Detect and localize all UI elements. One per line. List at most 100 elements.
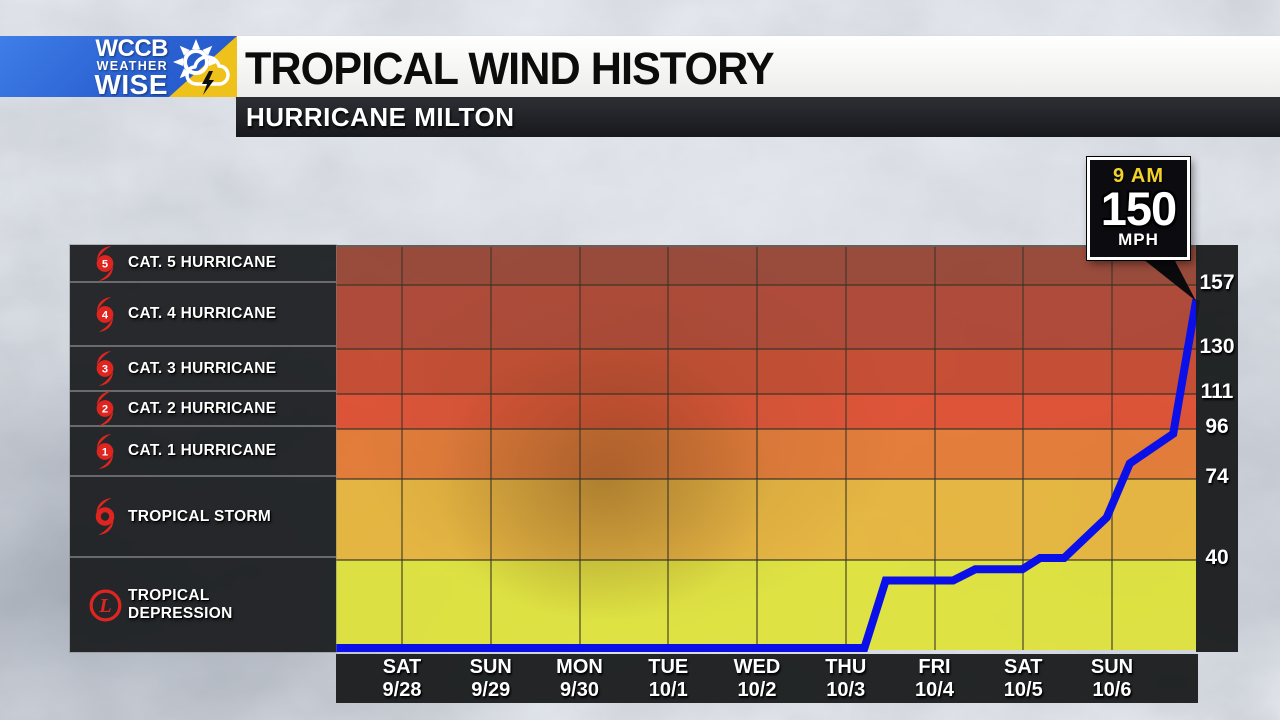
y-axis-value-label: 74 <box>1205 465 1229 488</box>
y-axis-value-label: 40 <box>1205 546 1229 569</box>
x-axis-day-label: FRI 10/4 <box>891 656 979 702</box>
category-legend-panel: 5 CAT. 5 HURRICANE 4 CAT. 4 HURRICANE 3 CAT. … <box>70 245 336 652</box>
gridline-vertical <box>489 247 492 650</box>
svg-text:3: 3 <box>102 363 108 375</box>
legend-label-cat5: CAT. 5 HURRICANE <box>128 254 277 271</box>
legend-label-tropical-depression: TROPICAL DEPRESSION <box>128 587 233 622</box>
legend-icon-box: 3 <box>82 351 128 386</box>
wind-chart-plot-area <box>336 245 1196 650</box>
subtitle-bar: HURRICANE MILTON <box>236 97 1280 137</box>
gridline-horizontal <box>336 348 1196 350</box>
hurricane-cat-1-icon: 1 <box>96 433 114 469</box>
legend-label-cat2: CAT. 2 HURRICANE <box>128 399 277 417</box>
day-date: 9/28 <box>382 679 422 701</box>
logo-line-weather: WEATHER <box>96 59 168 73</box>
legend-row-cat4: 4 CAT. 4 HURRICANE <box>70 283 336 347</box>
x-axis-day-label: MON 9/30 <box>536 656 624 702</box>
day-name: MON <box>556 656 603 678</box>
tropical-storm-icon <box>95 498 115 535</box>
day-name: SAT <box>382 656 422 678</box>
logo-text: WCCB WEATHER WISE <box>46 35 168 100</box>
gridline-vertical <box>844 247 847 650</box>
callout-unit: MPH <box>1118 230 1159 249</box>
gridline-horizontal <box>336 284 1196 286</box>
svg-text:2: 2 <box>102 403 108 415</box>
x-axis-day-label: WED 10/2 <box>713 656 801 702</box>
x-axis-day-label: SUN 10/6 <box>1068 656 1156 702</box>
day-date: 10/1 <box>648 679 688 701</box>
page-title: TROPICAL WIND HISTORY <box>245 43 775 94</box>
svg-text:1: 1 <box>102 446 108 458</box>
hurricane-cat-5-icon: 5 <box>96 245 114 281</box>
y-axis-value-label: 130 <box>1199 335 1235 358</box>
hurricane-cat-4-icon: 4 <box>96 296 114 332</box>
legend-row-tropical-depression: L TROPICAL DEPRESSION <box>70 558 336 652</box>
day-date: 10/4 <box>915 679 954 701</box>
day-date: 9/30 <box>560 679 599 701</box>
x-axis-day-label: TUE 10/1 <box>624 656 712 702</box>
y-axis-value-label: 96 <box>1205 415 1229 438</box>
plot-band-cat5 <box>336 247 1196 285</box>
gridline-horizontal <box>336 559 1196 561</box>
legend-icon-box: L <box>82 587 128 624</box>
gridline-vertical <box>756 247 758 650</box>
wccb-weatherwise-logo: WCCB WEATHER WISE <box>0 35 237 100</box>
legend-label-cat4: CAT. 4 HURRICANE <box>128 305 277 322</box>
svg-text:4: 4 <box>102 309 109 321</box>
day-date: 10/5 <box>1003 679 1043 701</box>
storm-name: HURRICANE MILTON <box>246 102 515 132</box>
gridline-vertical <box>578 247 581 650</box>
x-axis-day-label: SUN 9/29 <box>447 656 535 702</box>
legend-label-cat3: CAT. 3 HURRICANE <box>128 359 277 377</box>
logo-line-wise: WISE <box>94 69 168 100</box>
legend-icon-box: 1 <box>82 433 128 469</box>
day-name: SAT <box>1003 656 1043 678</box>
legend-label-tropical-storm: TROPICAL STORM <box>128 507 272 525</box>
legend-label-cat1: CAT. 1 HURRICANE <box>128 442 277 459</box>
gridline-vertical <box>1111 247 1113 650</box>
gridline-vertical <box>667 247 670 650</box>
tropical-depression-icon: L <box>89 589 121 621</box>
gridline-vertical <box>1022 247 1025 650</box>
day-name: TUE <box>648 656 689 678</box>
y-axis-value-label: 157 <box>1199 271 1235 294</box>
x-axis-day-label: SAT 9/28 <box>358 656 446 702</box>
hurricane-cat-3-icon: 3 <box>96 351 114 386</box>
day-name: FRI <box>918 656 951 678</box>
hurricane-eye-shading <box>336 247 1196 650</box>
legend-icon-box: 2 <box>82 391 128 426</box>
legend-row-tropical-storm: TROPICAL STORM <box>70 477 336 558</box>
svg-text:5: 5 <box>102 258 108 270</box>
gridline-vertical <box>401 247 403 650</box>
day-date: 10/2 <box>737 679 777 701</box>
gridline-horizontal <box>336 428 1196 430</box>
day-name: THU <box>825 656 867 678</box>
day-name: WED <box>733 656 781 678</box>
x-axis-bar: SAT 9/28 SUN 9/29 MON 9/30 TUE 10/1 WED 10/2 THU 10… <box>336 654 1198 703</box>
legend-icon-box: 4 <box>82 296 128 332</box>
callout-time: 9 AM <box>1112 165 1165 187</box>
legend-row-cat1: 1 CAT. 1 HURRICANE <box>70 427 336 477</box>
day-date: 10/3 <box>826 679 866 701</box>
x-axis-day-label: SAT 10/5 <box>979 656 1067 702</box>
y-axis-strip: 157 130 111 96 74 40 <box>1196 245 1238 652</box>
gridline-horizontal <box>336 393 1196 395</box>
title-bar: TROPICAL WIND HISTORY <box>237 36 1280 97</box>
callout-value: 150 <box>1100 182 1177 235</box>
hurricane-cat-2-icon: 2 <box>96 391 114 426</box>
svg-text:L: L <box>98 594 111 616</box>
day-date: 10/6 <box>1092 679 1132 701</box>
sun-cloud-lightning-icon <box>173 39 230 95</box>
day-name: SUN <box>1090 656 1134 678</box>
current-wind-callout: 9 AM 150 MPH <box>1087 157 1190 260</box>
legend-row-cat5: 5 CAT. 5 HURRICANE <box>70 245 336 283</box>
day-name: SUN <box>469 656 512 678</box>
y-axis-value-label: 111 <box>1200 380 1234 403</box>
legend-row-cat3: 3 CAT. 3 HURRICANE <box>70 347 336 392</box>
gridline-horizontal <box>336 478 1196 480</box>
logo-line-wccb: WCCB <box>95 35 168 62</box>
legend-icon-box: 5 <box>82 245 128 281</box>
legend-icon-box <box>82 498 128 535</box>
day-date: 9/29 <box>471 679 511 701</box>
